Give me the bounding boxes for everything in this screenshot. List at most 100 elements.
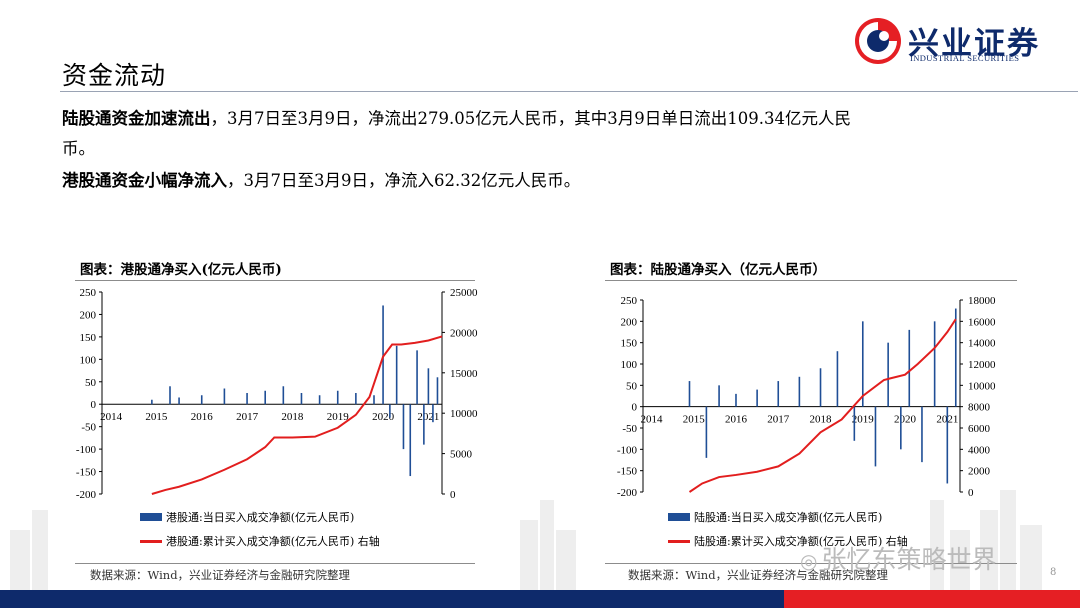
x-tick-label: 2015 (683, 414, 706, 426)
bar (169, 386, 171, 405)
chart-2-legend: 陆股通:当日买入成交净额(亿元人民币) 陆股通:累计买入成交净额(亿元人民币) … (668, 505, 908, 553)
wechat-watermark-text: 张忆东策略世界 (821, 545, 997, 574)
logo-subtitle: INDUSTRIAL SECURITIES (910, 53, 1020, 63)
logo-icon (853, 16, 903, 66)
bar (223, 388, 226, 405)
bar (151, 399, 153, 405)
chart-1: 250 200 150 100 50 0 -50 -100 -150 -200 25000 20000… (76, 287, 478, 501)
cumulative-line (151, 335, 443, 495)
chart-2-source-rule (605, 563, 1017, 564)
left-tick-label: 100 (80, 354, 97, 366)
bar (200, 395, 203, 405)
chart-1-source: 数据来源：Wind，兴业证券经济与金融研究院整理 (90, 568, 351, 582)
paragraph-2-text: ，3月7日至3月9日，净流入62.32亿元人民币。 (227, 171, 581, 190)
left-tick-label: -50 (81, 422, 96, 434)
x-tick-label: 2017 (767, 414, 790, 426)
chart-1-legend-bar: 港股通:当日买入成交净额(亿元人民币) (140, 505, 380, 529)
bar (300, 393, 303, 405)
x-tick-label: 2020 (894, 414, 917, 426)
right-tick-label: 5000 (450, 449, 473, 461)
bar (432, 404, 434, 423)
bar (395, 345, 398, 405)
left-tick-label: -150 (617, 466, 638, 478)
left-tick-label: 200 (621, 316, 638, 328)
paragraph-1: 陆股通资金加速流出，3月7日至3月9日，净流出279.05亿元人民币，其中3月9… (62, 104, 1022, 134)
right-tick-label: 0 (450, 489, 456, 501)
bar (861, 321, 864, 407)
chart-1-title: 图表：港股通净买入(亿元人民币) (80, 262, 282, 278)
right-tick-label: 4000 (968, 444, 991, 456)
title-divider (60, 91, 1078, 92)
bar (423, 404, 425, 445)
x-tick-label: 2014 (640, 414, 663, 426)
chart-2-source: 数据来源：Wind，兴业证券经济与金融研究院整理 (628, 568, 889, 582)
bar (836, 351, 839, 407)
bar (427, 368, 430, 405)
chart-1-legend-line-label: 港股通:累计买入成交净额(亿元人民币) 右轴 (166, 535, 380, 548)
right-tick-label: 10000 (450, 408, 478, 420)
bar (402, 404, 405, 450)
chart-1-title-rule (75, 280, 475, 281)
left-tick-label: 0 (632, 402, 638, 414)
bar (318, 395, 321, 405)
chart-2-title: 图表：陆股通净买入（亿元人民币） (610, 262, 826, 278)
right-tick-label: 15000 (450, 368, 478, 380)
bar (282, 386, 285, 405)
bar (705, 406, 708, 458)
bar (933, 321, 936, 407)
left-tick-label: -150 (76, 467, 97, 479)
legend-line-swatch (140, 539, 162, 543)
right-tick-label: 10000 (968, 380, 996, 392)
x-tick-label: 2019 (852, 414, 875, 426)
bar (887, 342, 889, 407)
chart-2-title-rule (605, 280, 1017, 281)
left-tick-label: 100 (621, 359, 638, 371)
bar (954, 308, 957, 407)
bar (798, 376, 801, 407)
right-tick-label: 14000 (968, 338, 996, 350)
bar (382, 305, 384, 405)
left-tick-label: -200 (617, 487, 638, 499)
x-tick-label: 2019 (327, 411, 350, 423)
bar (853, 406, 856, 441)
left-tick-label: 0 (91, 399, 97, 411)
chart-2: 250 200 150 100 50 0 -50 -100 -150 -200 18000 16000… (617, 295, 996, 499)
chart-1-source-rule (75, 563, 475, 564)
right-tick-label: 6000 (968, 423, 991, 435)
x-tick-label: 2021 (417, 411, 439, 423)
right-tick-label: 25000 (450, 287, 478, 299)
left-tick-label: -200 (76, 489, 97, 501)
left-tick-label: 150 (621, 338, 638, 350)
left-tick-label: -100 (617, 444, 638, 456)
legend-bar-swatch (140, 513, 162, 521)
right-tick-label: 0 (968, 487, 974, 499)
right-tick-label: 8000 (968, 402, 991, 414)
x-tick-label: 2016 (191, 411, 214, 423)
bar (718, 385, 720, 407)
bar (436, 377, 439, 405)
right-tick-label: 12000 (968, 359, 996, 371)
bar (389, 404, 391, 418)
x-tick-label: 2017 (236, 411, 258, 423)
bar (777, 381, 780, 407)
left-tick-label: 150 (80, 332, 97, 344)
skyline-decoration (0, 470, 1080, 590)
bar (946, 406, 949, 484)
chart-1-legend: 港股通:当日买入成交净额(亿元人民币) 港股通:累计买入成交净额(亿元人民币) … (140, 505, 380, 553)
paragraph-1-continued: 币。 (62, 139, 95, 158)
cumulative-line (688, 318, 957, 493)
x-tick-label: 2018 (281, 411, 304, 423)
chart-2-legend-bar-label: 陆股通:当日买入成交净额(亿元人民币) (694, 511, 883, 524)
bar (409, 404, 412, 477)
right-tick-label: 16000 (968, 316, 996, 328)
left-tick-label: 250 (621, 295, 638, 307)
bar (178, 397, 180, 405)
left-tick-label: 250 (80, 287, 97, 299)
bar (908, 329, 911, 407)
paragraph-2-lead: 港股通资金小幅净流入 (62, 171, 227, 190)
chart-1-legend-line: 港股通:累计买入成交净额(亿元人民币) 右轴 (140, 529, 380, 553)
chart-2-legend-line-label: 陆股通:累计买入成交净额(亿元人民币) 右轴 (694, 535, 908, 548)
bar (819, 368, 822, 407)
bar (355, 393, 357, 405)
bar (373, 395, 375, 405)
